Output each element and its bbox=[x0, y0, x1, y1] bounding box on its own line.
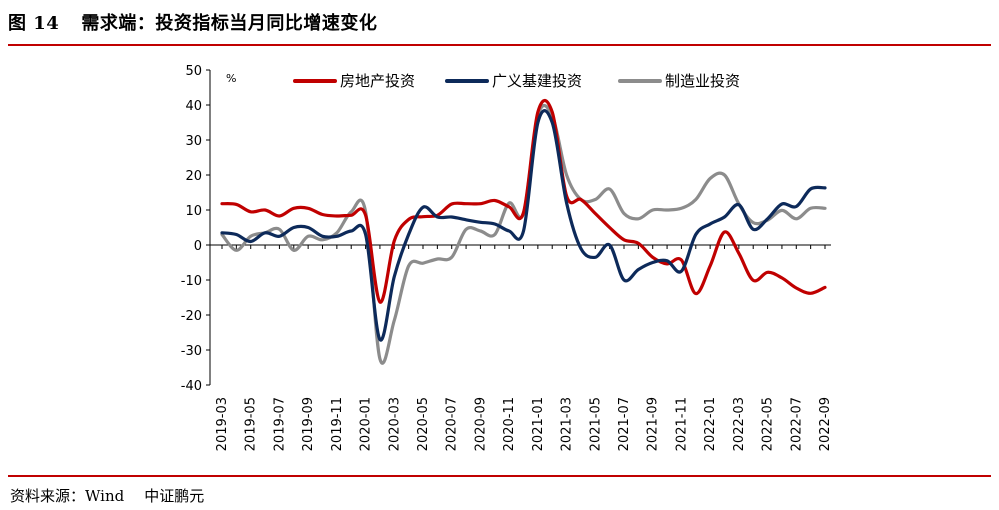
source-org: 中证鹏元 bbox=[144, 487, 205, 505]
legend-real-estate-label: 房地产投资 bbox=[340, 72, 415, 90]
series-line-real-estate bbox=[220, 98, 827, 304]
y-tick-label: 0 bbox=[194, 239, 202, 254]
x-tick-label: 2019-09 bbox=[301, 397, 316, 451]
x-tick-label: 2020-07 bbox=[445, 397, 460, 451]
figure-title: 图 14 需求端：投资指标当月同比增速变化 bbox=[8, 9, 377, 35]
source-note: 资料来源：Wind 中证鹏元 bbox=[10, 485, 204, 506]
legend-manufacturing-label: 制造业投资 bbox=[665, 72, 740, 90]
y-tick-label: 50 bbox=[185, 64, 202, 79]
y-tick-label: 10 bbox=[185, 204, 202, 219]
chart-series bbox=[220, 98, 827, 365]
figure-title-text: 需求端：投资指标当月同比增速变化 bbox=[81, 13, 378, 34]
y-tick-label: 30 bbox=[185, 134, 202, 149]
chart-axes: -40 -30 -20 -10 0 10 20 30 40 50 % 2019-03 2019-05 20… bbox=[181, 64, 833, 451]
y-tick-label: 40 bbox=[185, 99, 202, 114]
x-tick-label: 2021-05 bbox=[588, 397, 603, 451]
y-unit-label: % bbox=[226, 72, 236, 85]
source-rule bbox=[8, 475, 991, 477]
x-tick-label: 2020-03 bbox=[387, 397, 402, 451]
x-tick-label: 2022-01 bbox=[703, 397, 718, 451]
y-tick-label: -40 bbox=[181, 379, 202, 394]
series-line-infrastructure bbox=[220, 109, 827, 342]
x-tick-label: 2020-09 bbox=[473, 397, 488, 451]
x-tick-label: 2021-03 bbox=[560, 397, 575, 451]
x-tick-label: 2020-01 bbox=[359, 397, 374, 451]
y-tick-label: -30 bbox=[181, 344, 202, 359]
y-tick-label: -20 bbox=[181, 309, 202, 324]
legend-infrastructure-label: 广义基建投资 bbox=[492, 72, 582, 90]
x-tick-label: 2021-07 bbox=[617, 397, 632, 451]
line-chart: -40 -30 -20 -10 0 10 20 30 40 50 % 2019-03 2019-05 20… bbox=[181, 64, 833, 451]
x-tick-label: 2021-11 bbox=[674, 397, 689, 451]
source-text: 资料来源：Wind bbox=[10, 487, 125, 505]
y-tick-label: 20 bbox=[185, 169, 202, 184]
x-tick-label: 2020-11 bbox=[502, 397, 517, 451]
chart-legend: 房地产投资 广义基建投资 制造业投资 bbox=[293, 72, 740, 90]
title-rule bbox=[8, 44, 991, 46]
x-tick-label: 2021-09 bbox=[646, 397, 661, 451]
y-tick-label: -10 bbox=[181, 274, 202, 289]
figure-number: 图 14 bbox=[8, 13, 60, 34]
x-tick-label: 2019-07 bbox=[272, 397, 287, 451]
x-tick-label: 2022-03 bbox=[732, 397, 747, 451]
x-tick-label: 2022-05 bbox=[761, 397, 776, 451]
x-tick-label: 2019-05 bbox=[244, 397, 259, 451]
x-tick-label: 2020-05 bbox=[416, 397, 431, 451]
x-tick-label: 2019-11 bbox=[330, 397, 345, 451]
x-tick-label: 2021-01 bbox=[531, 397, 546, 451]
x-tick-label: 2019-03 bbox=[215, 397, 230, 451]
x-tick-label: 2022-07 bbox=[789, 397, 804, 451]
x-tick-label: 2022-09 bbox=[818, 397, 833, 451]
